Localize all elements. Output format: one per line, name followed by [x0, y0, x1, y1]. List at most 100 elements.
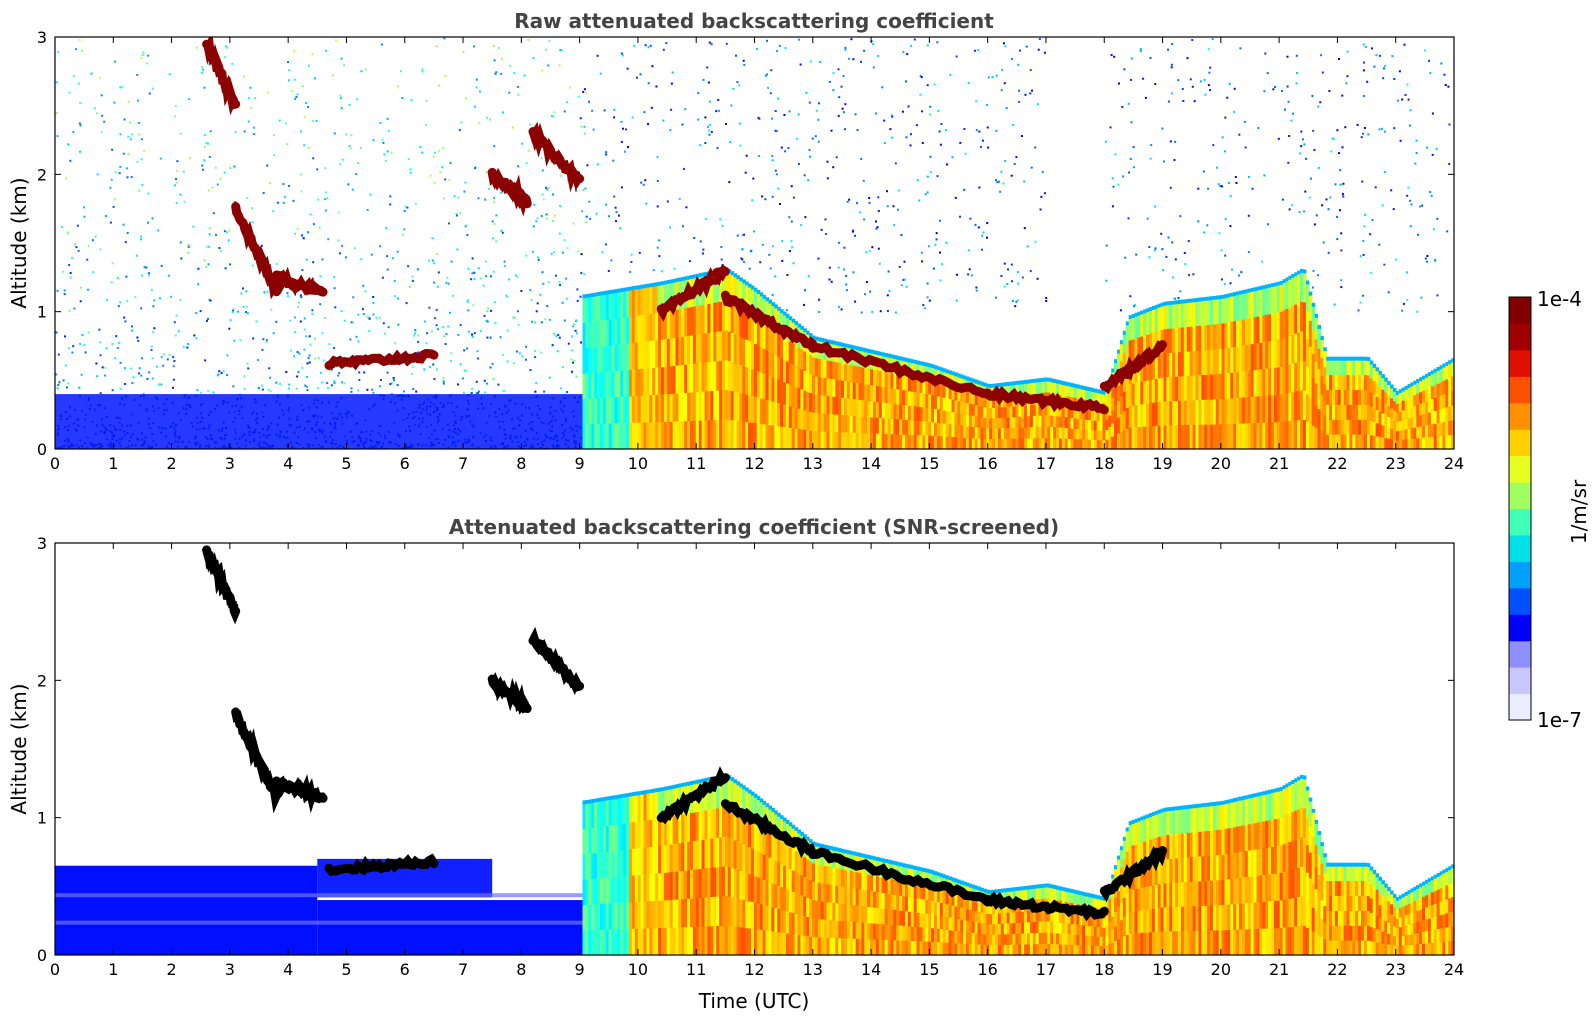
- x-tick-label: 3: [225, 454, 235, 473]
- colorbar-segment: [1509, 402, 1531, 430]
- cloud-layer-6: [656, 264, 730, 323]
- colorbar-min-label: 1e-7: [1537, 708, 1582, 732]
- colorbar: [1509, 297, 1531, 721]
- y-tick-label: 0: [37, 440, 47, 459]
- colorbar-segment: [1509, 561, 1531, 589]
- heatmap-screened: [55, 543, 1454, 955]
- cloud-layer-6: [656, 766, 730, 825]
- x-tick-label: 7: [458, 454, 468, 473]
- x-ticks-screened: 0 1 2 3 4 5 6 7 8 9 10 11 12 13 14 15 16 17 18 19 20 21 22 23 24: [50, 543, 1464, 979]
- x-tick-label: 16: [977, 454, 997, 473]
- y-tick-label: 2: [37, 671, 47, 690]
- cloud-layer-2: [272, 774, 328, 814]
- cloud-layer-5: [528, 121, 585, 193]
- x-tick-label: 8: [516, 454, 526, 473]
- chart-title-raw: Raw attenuated backscattering coefficien…: [514, 9, 994, 33]
- x-tick-label: 10: [628, 960, 648, 979]
- x-tick-label: 23: [1386, 960, 1406, 979]
- cloud-layer-1: [231, 202, 281, 300]
- x-tick-label: 11: [686, 960, 706, 979]
- cloud-layer-1: [231, 707, 281, 814]
- cloud-layer-0: [202, 545, 241, 625]
- x-tick-label: 14: [861, 960, 881, 979]
- colorbar-max-label: 1e-4: [1537, 287, 1582, 311]
- x-tick-label: 6: [400, 454, 410, 473]
- y-axis-label-raw: Altitude (km): [7, 177, 31, 308]
- x-tick-label: 21: [1269, 454, 1289, 473]
- cloud-layer-9: [983, 385, 1109, 415]
- x-tick-label: 19: [1152, 960, 1172, 979]
- y-tick-label: 2: [37, 165, 47, 184]
- cloud-layer-2: [272, 266, 328, 297]
- x-tick-label: 2: [166, 454, 176, 473]
- y-tick-label: 1: [37, 303, 47, 322]
- x-tick-label: 14: [861, 454, 881, 473]
- y-ticks-raw: 0 1 2 3: [37, 28, 1454, 459]
- colorbar-segment: [1509, 376, 1531, 404]
- x-tick-label: 0: [50, 960, 60, 979]
- colorbar-segment: [1509, 297, 1531, 324]
- x-tick-label: 11: [686, 454, 706, 473]
- x-tick-label: 2: [166, 960, 176, 979]
- colorbar-segment: [1509, 323, 1531, 351]
- cloud-layer-0: [202, 37, 241, 116]
- x-tick-label: 22: [1327, 454, 1347, 473]
- x-tick-label: 13: [803, 960, 823, 979]
- x-tick-label: 1: [108, 960, 118, 979]
- x-tick-label: 9: [575, 454, 585, 473]
- cloud-layer-3: [324, 853, 439, 877]
- colorbar-segment: [1509, 534, 1531, 562]
- heatmap-raw: [55, 37, 1454, 449]
- colorbar-segment: [1509, 640, 1531, 668]
- x-tick-label: 0: [50, 454, 60, 473]
- x-tick-label: 5: [341, 454, 351, 473]
- x-tick-label: 5: [341, 960, 351, 979]
- x-tick-label: 8: [516, 960, 526, 979]
- x-tick-label: 6: [400, 960, 410, 979]
- x-axis-label: Time (UTC): [698, 989, 810, 1013]
- colorbar-segment: [1509, 693, 1531, 721]
- x-tick-label: 4: [283, 960, 293, 979]
- cloud-layer-5: [528, 626, 585, 696]
- x-tick-label: 17: [1036, 454, 1056, 473]
- colorbar-segment: [1509, 508, 1531, 536]
- y-tick-label: 0: [37, 946, 47, 965]
- cloud-layer-3: [324, 348, 439, 371]
- cloud-layer-4: [487, 672, 532, 715]
- cloud-layer-10: [1099, 340, 1167, 395]
- y-axis-label-screened: Altitude (km): [7, 683, 31, 814]
- cloud-layer-7: [720, 799, 818, 859]
- y-tick-label: 3: [37, 28, 47, 47]
- cloud-layer-7: [720, 290, 818, 349]
- x-tick-label: 22: [1327, 960, 1347, 979]
- x-tick-label: 20: [1211, 960, 1231, 979]
- colorbar-unit-label: 1/m/sr: [1567, 479, 1591, 544]
- colorbar-segment: [1509, 349, 1531, 377]
- x-tick-label: 16: [977, 960, 997, 979]
- chart-title-screened: Attenuated backscattering coefficient (S…: [449, 515, 1059, 539]
- x-tick-label: 4: [283, 454, 293, 473]
- y-tick-label: 3: [37, 534, 47, 553]
- colorbar-segment: [1509, 455, 1531, 483]
- colorbar-segment: [1509, 482, 1531, 510]
- x-ticks-raw: 0 1 2 3 4 5 6 7 8 9 10 11 12 13 14 15 16 17 18 19 20 21 22 23 24: [50, 37, 1464, 473]
- x-tick-label: 1: [108, 454, 118, 473]
- x-tick-label: 17: [1036, 960, 1056, 979]
- y-ticks-screened: 0 1 2 3: [37, 534, 1454, 965]
- x-tick-label: 23: [1386, 454, 1406, 473]
- cloud-layer-4: [487, 167, 532, 217]
- x-tick-label: 21: [1269, 960, 1289, 979]
- cloud-layer-9: [983, 891, 1109, 922]
- cloud-layer-8: [808, 341, 993, 398]
- colorbar-segment: [1509, 429, 1531, 457]
- colorbar-segment: [1509, 667, 1531, 695]
- colorbar-frame: [1508, 296, 1532, 721]
- x-tick-label: 24: [1444, 960, 1464, 979]
- x-tick-label: 15: [919, 454, 939, 473]
- cloud-layer-10: [1099, 845, 1167, 903]
- x-tick-label: 18: [1094, 960, 1114, 979]
- x-tick-label: 12: [744, 960, 764, 979]
- y-tick-label: 1: [37, 809, 47, 828]
- x-tick-label: 20: [1211, 454, 1231, 473]
